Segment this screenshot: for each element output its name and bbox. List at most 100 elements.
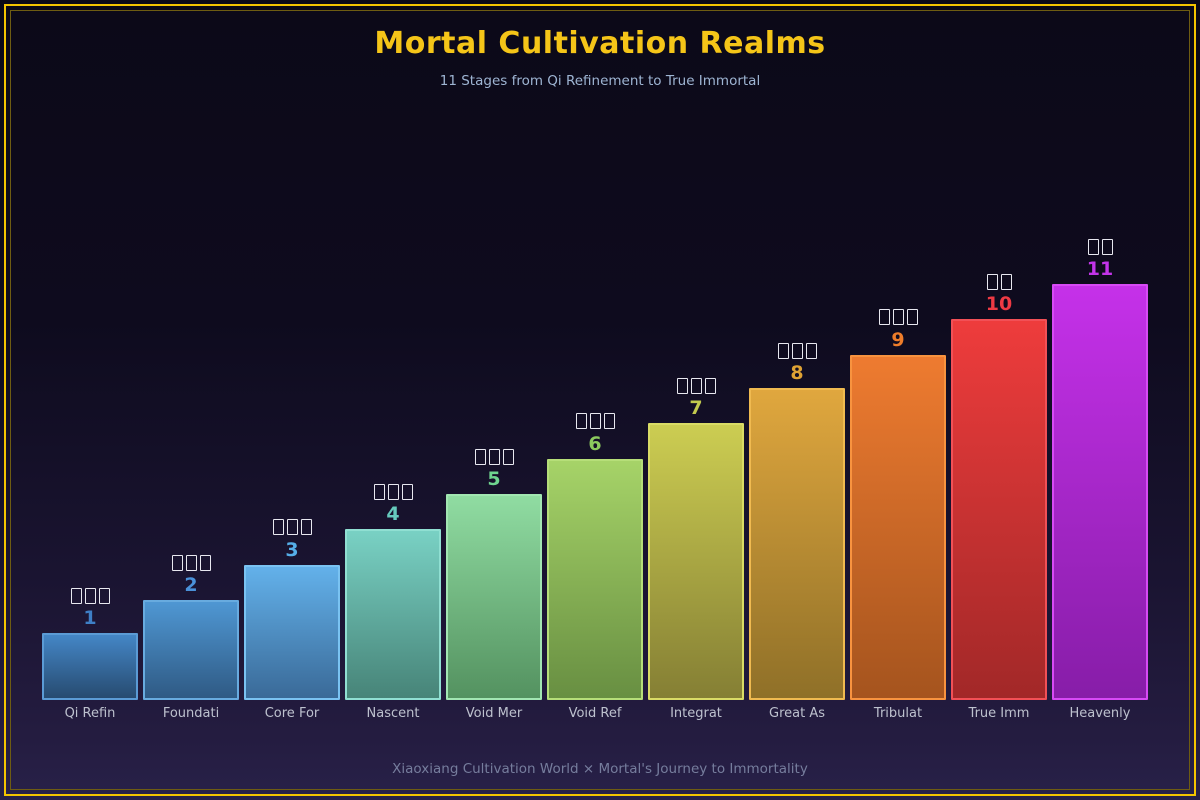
xaxis-label: Nascent	[366, 706, 420, 721]
bar-stage-number: 7	[689, 397, 703, 420]
bar-cjk-name	[739, 340, 855, 359]
bar-stage-number: 4	[386, 503, 400, 526]
bar-stage-number: 5	[487, 468, 501, 491]
missing-glyph-box	[387, 483, 399, 500]
bar-stage-number: 10	[985, 293, 1013, 316]
xaxis-label: Heavenly	[1069, 706, 1131, 721]
bar-cjk-name	[1042, 236, 1158, 255]
xaxis-label: Great As	[769, 706, 825, 721]
missing-glyph-box	[171, 554, 183, 571]
bar-group: 8	[749, 284, 845, 700]
bar-group: 3	[244, 284, 340, 700]
bar	[143, 600, 239, 700]
missing-glyph-box	[199, 554, 211, 571]
chart-footer: Xiaoxiang Cultivation World × Mortal's J…	[392, 761, 808, 777]
missing-glyph-box	[272, 519, 284, 536]
bar-group: 6	[547, 284, 643, 700]
bar-cjk-name	[537, 411, 653, 430]
bar-stage-number: 3	[285, 538, 299, 561]
bar	[446, 494, 542, 700]
bar-top-label: 5	[436, 446, 552, 490]
bar	[648, 423, 744, 700]
missing-glyph-box	[589, 413, 601, 430]
bar-group: 7	[648, 284, 744, 700]
bar-top-label: 11	[1042, 236, 1158, 280]
bar-cjk-name	[638, 375, 754, 394]
bar-stage-number: 11	[1086, 258, 1114, 280]
bar-stage-number: 9	[891, 328, 905, 351]
bar-top-label: 9	[840, 307, 956, 351]
xaxis-label: Void Ref	[568, 706, 622, 721]
missing-glyph-box	[488, 448, 500, 465]
bar	[850, 354, 946, 700]
bar-top-label: 4	[335, 481, 451, 525]
missing-glyph-box	[575, 413, 587, 430]
missing-glyph-box	[84, 587, 96, 604]
bar-stage-number: 1	[83, 607, 97, 630]
missing-glyph-box	[401, 483, 413, 500]
bar-top-label: 7	[638, 375, 754, 419]
bar-group: 1	[42, 284, 138, 700]
missing-glyph-box	[805, 342, 817, 359]
missing-glyph-box	[704, 377, 716, 394]
missing-glyph-box	[70, 587, 82, 604]
missing-glyph-box	[300, 519, 312, 536]
xaxis-label: Void Mer	[465, 706, 523, 721]
bar	[345, 529, 441, 700]
missing-glyph-box	[777, 342, 789, 359]
bar-stage-number: 8	[790, 362, 804, 384]
chart-subtitle: 11 Stages from Qi Refinement to True Imm…	[439, 73, 761, 89]
bar	[42, 633, 138, 700]
bar-stage-number: 2	[184, 574, 198, 597]
xaxis-label: Integrat	[670, 706, 722, 721]
missing-glyph-box	[986, 273, 998, 290]
missing-glyph-box	[474, 448, 486, 465]
bar	[244, 564, 340, 700]
xaxis-row: Qi Refin Foundati Core For Nascent Void Mer V…	[42, 706, 1148, 721]
bar-top-label: 8	[739, 340, 855, 384]
bar-cjk-name	[32, 585, 148, 604]
bar-cjk-name	[941, 271, 1057, 290]
missing-glyph-box	[1101, 238, 1113, 255]
missing-glyph-box	[1000, 273, 1012, 290]
xaxis-label: Core For	[264, 706, 320, 721]
bar-cjk-name	[840, 307, 956, 326]
missing-glyph-box	[185, 554, 197, 571]
bar	[951, 319, 1047, 700]
missing-glyph-box	[603, 413, 615, 430]
bar-group: 2	[143, 284, 239, 700]
bar-cjk-name	[335, 481, 451, 500]
missing-glyph-box	[878, 309, 890, 326]
bar-cjk-name	[234, 517, 350, 536]
bar	[547, 458, 643, 700]
bar	[1052, 284, 1148, 700]
bar-group: 9	[850, 284, 946, 700]
bar-top-label: 2	[133, 552, 249, 596]
missing-glyph-box	[690, 377, 702, 394]
bar-cjk-name	[436, 446, 552, 465]
bar-cjk-name	[133, 552, 249, 571]
bar-top-label: 1	[32, 585, 148, 629]
missing-glyph-box	[791, 342, 803, 359]
missing-glyph-box	[286, 519, 298, 536]
xaxis-label: Qi Refin	[64, 706, 116, 721]
bars-row: 1 2 3 4 5 6 7 8 9 10 11	[42, 238, 1148, 700]
bar-group: 5	[446, 284, 542, 700]
missing-glyph-box	[892, 309, 904, 326]
bar-group: 10	[951, 273, 1047, 700]
bar-top-label: 10	[941, 271, 1057, 315]
bar-top-label: 3	[234, 517, 350, 561]
chart-title: Mortal Cultivation Realms	[374, 26, 826, 61]
xaxis-label: True Imm	[968, 706, 1030, 721]
xaxis-label: Foundati	[162, 706, 220, 721]
bar-top-label: 6	[537, 411, 653, 455]
missing-glyph-box	[373, 483, 385, 500]
missing-glyph-box	[502, 448, 514, 465]
missing-glyph-box	[98, 587, 110, 604]
xaxis-label: Tribulat	[873, 706, 923, 721]
bar-stage-number: 6	[588, 432, 602, 455]
bar-group: 11	[1052, 238, 1148, 700]
missing-glyph-box	[906, 309, 918, 326]
bar-group: 4	[345, 284, 441, 700]
